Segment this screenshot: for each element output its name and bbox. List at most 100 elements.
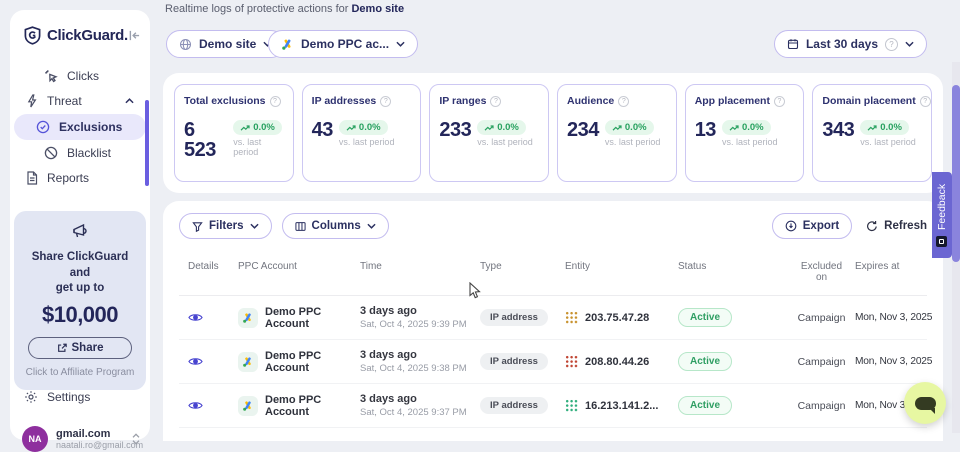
help-icon[interactable]: ? <box>618 96 629 107</box>
google-ads-icon <box>281 38 294 51</box>
chevron-down-icon <box>367 223 376 229</box>
eye-icon[interactable] <box>188 356 203 367</box>
status-badge: Active <box>678 352 732 371</box>
globe-icon <box>179 38 192 51</box>
table-row-entity: 208.80.44.26 <box>565 340 678 384</box>
table-row-details[interactable] <box>179 340 238 384</box>
stat-value: 6 523 <box>184 120 227 160</box>
table-row-type: IP address <box>480 384 565 428</box>
stat-label: Audience <box>567 95 614 107</box>
filters-button-label: Filters <box>209 220 244 232</box>
download-icon <box>785 220 797 232</box>
page-subtitle: Realtime logs of protective actions for … <box>165 3 404 15</box>
help-icon[interactable]: ? <box>774 96 785 107</box>
col-header-status[interactable]: Status <box>678 253 788 296</box>
col-header-type[interactable]: Type <box>480 253 565 296</box>
help-icon[interactable]: ? <box>490 96 501 107</box>
chevron-down-icon <box>250 223 259 229</box>
table-row-details[interactable] <box>179 384 238 428</box>
prohibited-icon <box>44 146 58 160</box>
chevron-down-icon <box>905 41 914 47</box>
logo-row: ClickGuard. <box>10 22 150 55</box>
status-badge: Active <box>678 308 732 327</box>
sidebar-item-reports[interactable]: Reports <box>14 166 146 190</box>
help-icon[interactable]: ? <box>920 96 931 107</box>
col-header-expires-at[interactable]: Expires at <box>855 253 927 296</box>
col-header-details[interactable]: Details <box>179 253 238 296</box>
help-icon[interactable]: ? <box>270 96 281 107</box>
col-header-entity[interactable]: Entity <box>565 253 678 296</box>
trend-badge: 0.0% <box>339 120 388 135</box>
stat-card-audience: Audience? 234 0.0% vs. last period <box>557 84 677 182</box>
table-row-expires: Mon, Nov 3, 2025 <box>855 340 927 384</box>
stat-card-domain-placement: Domain placement? 343 0.0% vs. last peri… <box>812 84 932 182</box>
logs-table: Details PPC Account Time Type Entity Sta… <box>179 253 927 428</box>
sidebar-item-blacklist[interactable]: Blacklist <box>14 141 146 165</box>
cursor-click-icon <box>44 69 58 83</box>
table-toolbar: Filters Columns Export Refresh <box>179 213 927 239</box>
calendar-icon <box>787 38 799 50</box>
eye-icon[interactable] <box>188 312 203 323</box>
document-icon <box>26 171 38 185</box>
date-range-label: Last 30 days <box>806 37 878 51</box>
stat-label: Total exclusions <box>184 95 266 107</box>
external-link-icon <box>57 343 67 353</box>
table-row-excluded-on: Campaign <box>788 340 855 384</box>
sidebar-item-label: Blacklist <box>67 146 111 160</box>
filters-button[interactable]: Filters <box>179 213 272 239</box>
sidebar-scrollbar-thumb[interactable] <box>145 100 149 186</box>
refresh-icon <box>866 220 878 232</box>
stats-panel: Total exclusions? 6 523 0.0% vs. last pe… <box>163 73 943 193</box>
stat-sub: vs. last period <box>605 137 661 147</box>
affiliate-link-text[interactable]: Click to Affiliate Program <box>24 367 136 378</box>
chat-bubble-icon <box>915 397 936 410</box>
affiliate-promo-card[interactable]: Share ClickGuard and get up to $10,000 S… <box>14 211 146 390</box>
account-filter-label: Demo PPC ac... <box>301 37 389 51</box>
columns-button[interactable]: Columns <box>282 213 389 239</box>
table-row-status: Active <box>678 340 788 384</box>
entity-grid-icon <box>565 399 578 412</box>
check-circle-icon <box>36 120 50 134</box>
export-button-label: Export <box>803 220 839 232</box>
sidebar-item-exclusions[interactable]: Exclusions <box>14 114 146 140</box>
table-row-status: Active <box>678 296 788 340</box>
col-header-ppc-account[interactable]: PPC Account <box>238 253 360 296</box>
clickguard-shield-icon <box>24 26 41 45</box>
sidebar-collapse-icon[interactable] <box>128 30 141 41</box>
col-header-excluded-on[interactable]: Excluded on <box>788 253 855 296</box>
sidebar-item-clicks[interactable]: Clicks <box>14 64 146 88</box>
chevron-up-icon[interactable] <box>125 98 134 104</box>
stat-label: Domain placement <box>822 95 915 107</box>
stat-value: 234 <box>567 120 599 140</box>
share-button[interactable]: Share <box>28 337 132 359</box>
account-filter-chip[interactable]: Demo PPC ac... <box>268 30 418 58</box>
help-icon: ? <box>885 38 898 51</box>
refresh-button[interactable]: Refresh <box>866 220 927 232</box>
stat-card-ip-ranges: IP ranges? 233 0.0% vs. last period <box>429 84 549 182</box>
stat-label: IP ranges <box>439 95 486 107</box>
date-range-chip[interactable]: Last 30 days ? <box>774 30 927 58</box>
sidebar-item-settings[interactable]: Settings <box>10 390 150 404</box>
chevron-down-icon <box>396 41 405 47</box>
account-name: gmail.com <box>56 428 124 440</box>
sidebar-item-label: Exclusions <box>59 120 122 134</box>
table-row-account: Demo PPC Account <box>238 340 360 384</box>
chat-widget-button[interactable] <box>904 382 946 424</box>
sidebar-item-threat[interactable]: Threat <box>14 89 146 113</box>
eye-icon[interactable] <box>188 400 203 411</box>
status-badge: Active <box>678 396 732 415</box>
google-ads-icon <box>238 352 258 372</box>
brand-name: ClickGuard. <box>47 27 128 44</box>
account-switcher[interactable]: NA gmail.com naatali.ro@gmail.com <box>10 426 150 452</box>
help-icon[interactable]: ? <box>380 96 391 107</box>
account-info: gmail.com naatali.ro@gmail.com <box>56 428 124 450</box>
table-row-details[interactable] <box>179 296 238 340</box>
feedback-tab[interactable]: Feedback <box>932 172 952 258</box>
trend-badge: 0.0% <box>233 120 282 135</box>
export-button[interactable]: Export <box>772 213 852 239</box>
chevron-updown-icon <box>132 433 140 445</box>
col-header-time[interactable]: Time <box>360 253 480 296</box>
feedback-logo-icon <box>937 236 948 247</box>
table-row-excluded-on: Campaign <box>788 384 855 428</box>
page-scrollbar-thumb[interactable] <box>952 85 960 262</box>
